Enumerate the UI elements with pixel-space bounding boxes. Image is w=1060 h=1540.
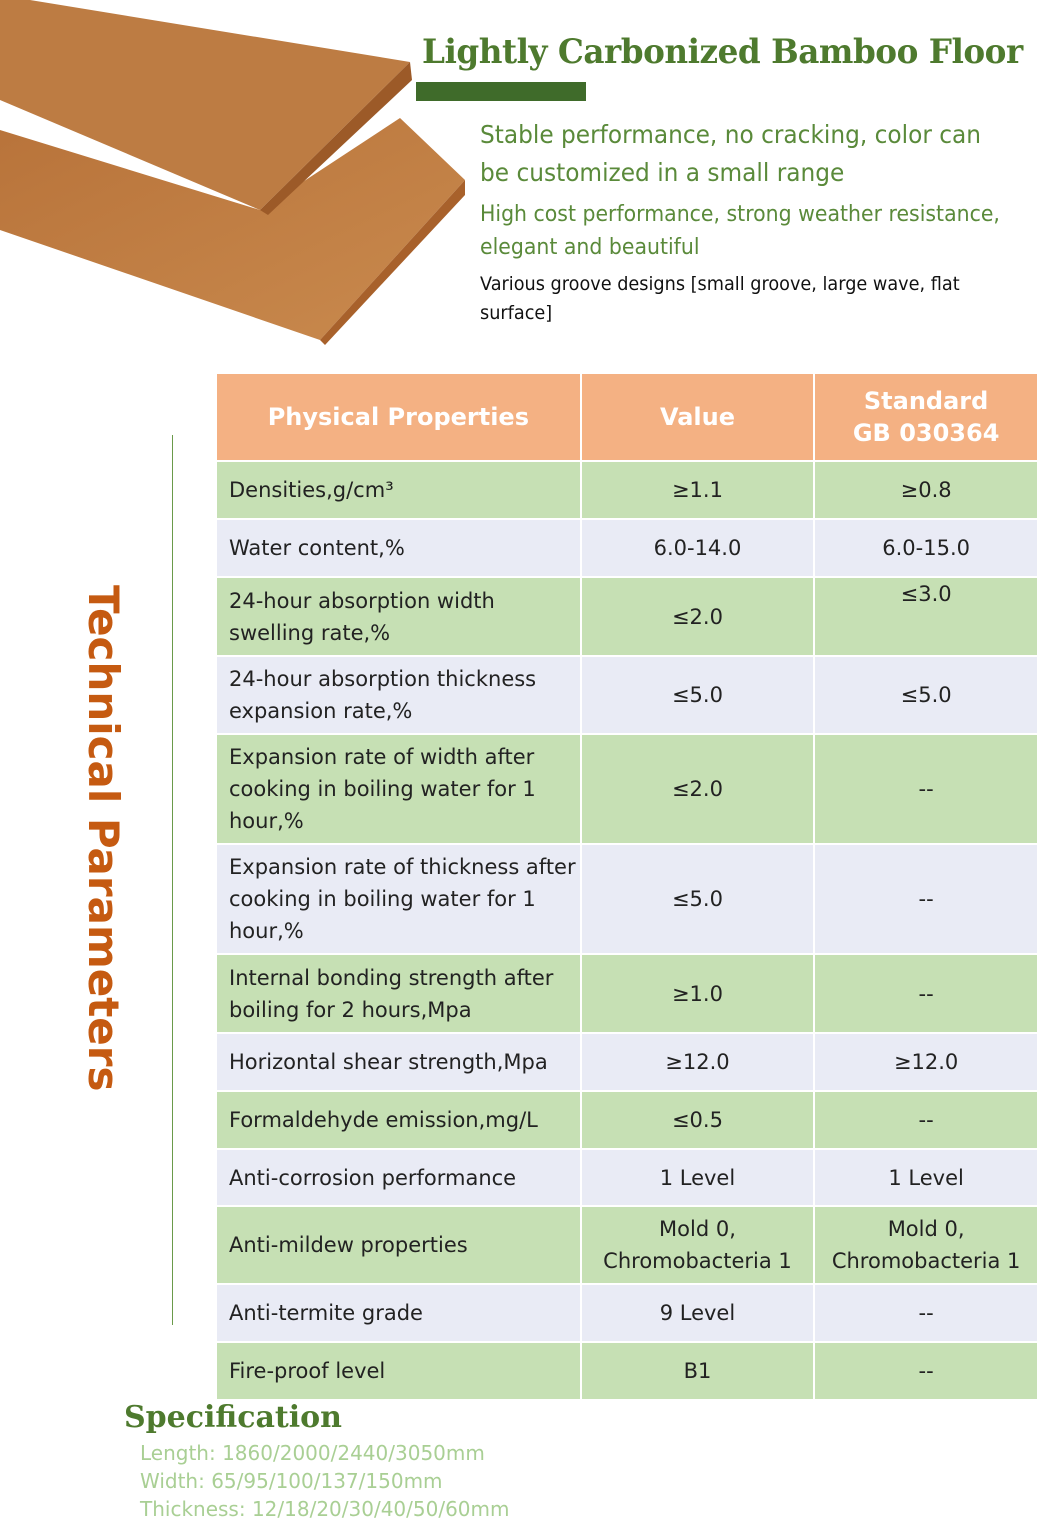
standard-cell: -- <box>813 843 1039 955</box>
table-row: Fire-proof level B1 -- <box>215 1341 1039 1401</box>
property-cell: Expansion rate of width after cooking in… <box>215 733 582 845</box>
value-cell: 9 Level <box>579 1283 816 1343</box>
value-cell: ≥1.1 <box>579 460 816 520</box>
standard-cell: ≥12.0 <box>813 1032 1039 1092</box>
standard-cell: 6.0-15.0 <box>813 518 1039 578</box>
feature-text: Various groove designs [small groove, la… <box>480 273 960 324</box>
table-header-row: Physical Properties Value Standard GB 03… <box>215 372 1039 462</box>
property-cell: 24-hour absorption width swelling rate,% <box>215 576 582 657</box>
standard-cell: -- <box>813 1341 1039 1401</box>
standard-cell: ≥0.8 <box>813 460 1039 520</box>
property-cell: Anti-corrosion performance <box>215 1148 582 1207</box>
side-label: Technical Parameters <box>79 585 128 1092</box>
value-cell: ≤2.0 <box>579 576 816 657</box>
value-cell: ≤0.5 <box>579 1090 816 1150</box>
divider-line <box>172 435 173 1325</box>
table-row: 24-hour absorption thickness expansion r… <box>215 655 1039 735</box>
bamboo-plank-image <box>0 0 465 345</box>
property-cell: Formaldehyde emission,mg/L <box>215 1090 582 1150</box>
parameters-table: Physical Properties Value Standard GB 03… <box>215 372 1039 1401</box>
standard-cell: -- <box>813 733 1039 845</box>
table-row: Densities,g/cm³ ≥1.1 ≥0.8 <box>215 460 1039 520</box>
table-row: Expansion rate of thickness after cookin… <box>215 843 1039 955</box>
standard-cell: ≤3.0 <box>813 576 1039 657</box>
value-cell: ≤5.0 <box>579 843 816 955</box>
table-row: Anti-mildew properties Mold 0, Chromobact… <box>215 1205 1039 1285</box>
property-cell: Anti-termite grade <box>215 1283 582 1343</box>
value-cell: ≤5.0 <box>579 655 816 735</box>
property-cell: 24-hour absorption thickness expansion r… <box>215 655 582 735</box>
spec-length: Length: 1860/2000/2440/3050mm <box>140 1441 485 1465</box>
property-cell: Fire-proof level <box>215 1341 582 1401</box>
value-cell: Mold 0, Chromobacteria 1 <box>579 1205 816 1285</box>
table-row: Expansion rate of width after cooking in… <box>215 733 1039 845</box>
table-row: Water content,% 6.0-14.0 6.0-15.0 <box>215 518 1039 578</box>
property-cell: Internal bonding strength after boiling … <box>215 953 582 1034</box>
value-cell: 6.0-14.0 <box>579 518 816 578</box>
spec-thickness: Thickness: 12/18/20/30/40/50/60mm <box>140 1497 510 1521</box>
standard-cell: 1 Level <box>813 1148 1039 1207</box>
value-cell: 1 Level <box>579 1148 816 1207</box>
table-row: Anti-termite grade 9 Level -- <box>215 1283 1039 1343</box>
table-row: Horizontal shear strength,Mpa ≥12.0 ≥12.0 <box>215 1032 1039 1092</box>
table-row: Internal bonding strength after boiling … <box>215 953 1039 1034</box>
value-cell: ≥1.0 <box>579 953 816 1034</box>
standard-cell: Mold 0, Chromobacteria 1 <box>813 1205 1039 1285</box>
standard-cell: -- <box>813 1090 1039 1150</box>
property-cell: Water content,% <box>215 518 582 578</box>
title-underline-bar <box>416 82 586 101</box>
feature-text: High cost performance, strong weather re… <box>480 202 1000 260</box>
specification-title: Specification <box>124 1400 342 1435</box>
standard-cell: -- <box>813 953 1039 1034</box>
value-cell: ≥12.0 <box>579 1032 816 1092</box>
table-row: 24-hour absorption width swelling rate,%… <box>215 576 1039 657</box>
column-header: Value <box>579 372 816 462</box>
value-cell: B1 <box>579 1341 816 1401</box>
table-row: Formaldehyde emission,mg/L ≤0.5 -- <box>215 1090 1039 1150</box>
feature-text: Stable performance, no cracking, color c… <box>480 120 982 187</box>
value-cell: ≤2.0 <box>579 733 816 845</box>
standard-cell: -- <box>813 1283 1039 1343</box>
page-title: Lightly Carbonized Bamboo Floor <box>422 32 1023 72</box>
standard-cell: ≤5.0 <box>813 655 1039 735</box>
table-row: Anti-corrosion performance 1 Level 1 Level <box>215 1148 1039 1207</box>
property-cell: Densities,g/cm³ <box>215 460 582 520</box>
property-cell: Horizontal shear strength,Mpa <box>215 1032 582 1092</box>
column-header: Standard GB 030364 <box>813 372 1039 462</box>
column-header: Physical Properties <box>215 372 582 462</box>
property-cell: Expansion rate of thickness after cookin… <box>215 843 582 955</box>
property-cell: Anti-mildew properties <box>215 1205 582 1285</box>
spec-width: Width: 65/95/100/137/150mm <box>140 1469 443 1493</box>
